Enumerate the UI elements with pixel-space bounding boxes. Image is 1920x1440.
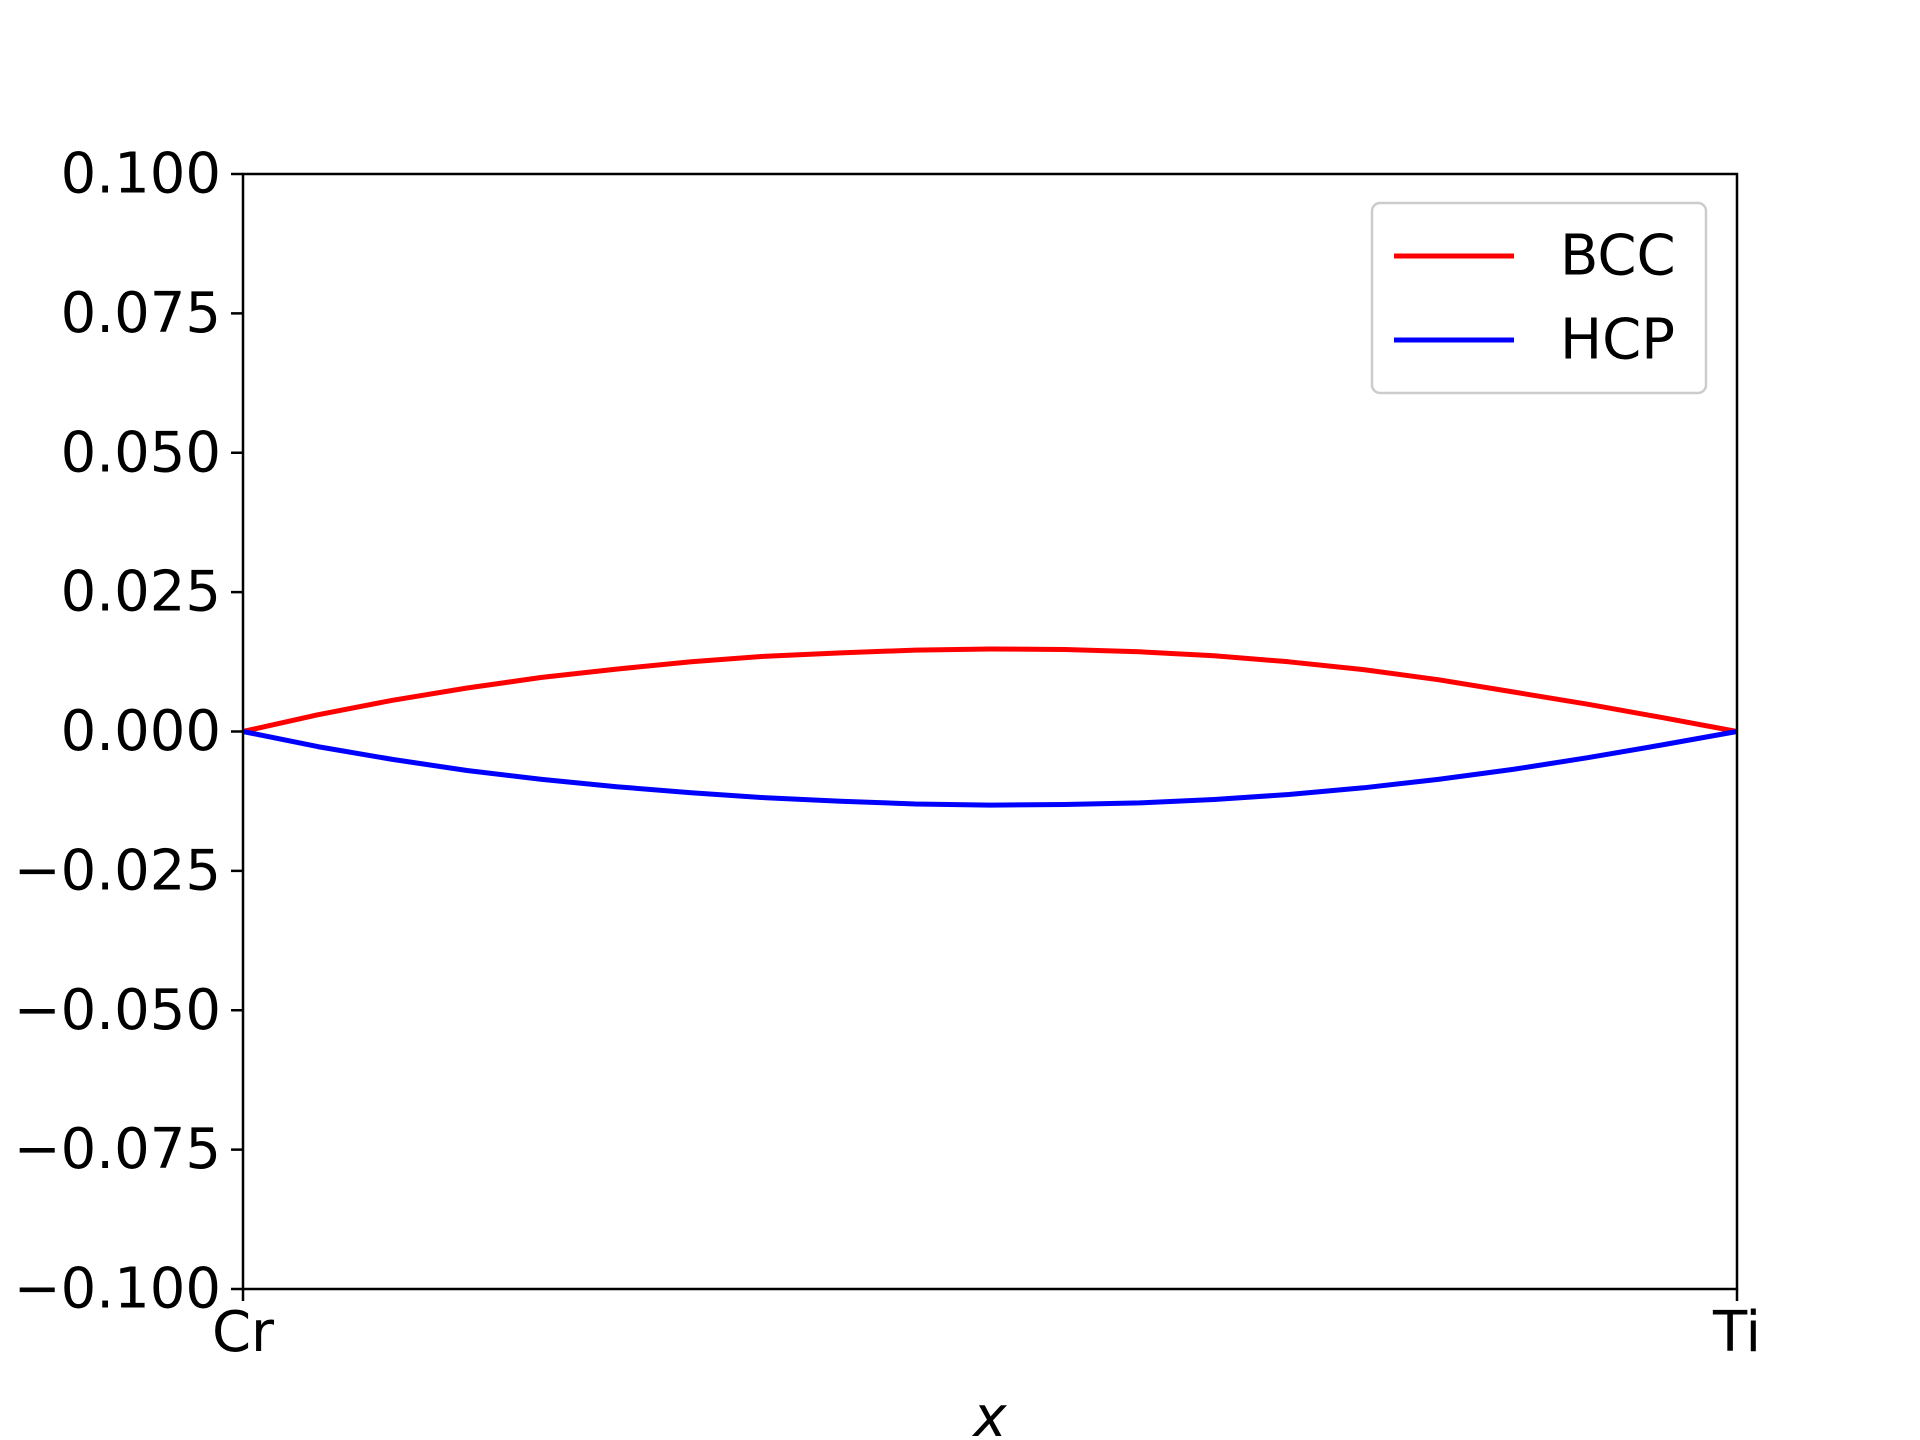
y-tick-label: 0.000 — [61, 699, 221, 764]
y-tick-label: 0.100 — [61, 142, 221, 207]
legend-box — [1370, 201, 1708, 395]
series-layer — [242, 646, 1738, 808]
y-tick-label: 0.050 — [61, 420, 221, 485]
y-tick-label: −0.050 — [14, 978, 221, 1043]
x-tick-label: Ti — [1712, 1300, 1761, 1365]
series-line-hcp — [242, 729, 1738, 808]
x-axis-label: x — [971, 1385, 1007, 1440]
legend-label-bcc: BCC — [1560, 224, 1676, 289]
y-tick-label: −0.025 — [14, 838, 221, 903]
series-line-bcc — [242, 646, 1738, 734]
legend-label-hcp: HCP — [1560, 308, 1675, 373]
y-tick-label: 0.025 — [61, 560, 221, 625]
ticks-layer: 0.100 0.075 0.050 0.025 0.000 −0.025 −0.050 −0.… — [14, 142, 1761, 1366]
y-tick-label: 0.075 — [61, 281, 221, 346]
y-tick-label: −0.075 — [14, 1117, 221, 1182]
x-tick-label: Cr — [212, 1300, 275, 1365]
legend: BCC HCP — [1370, 201, 1708, 395]
y-tick-label: −0.100 — [14, 1257, 221, 1322]
